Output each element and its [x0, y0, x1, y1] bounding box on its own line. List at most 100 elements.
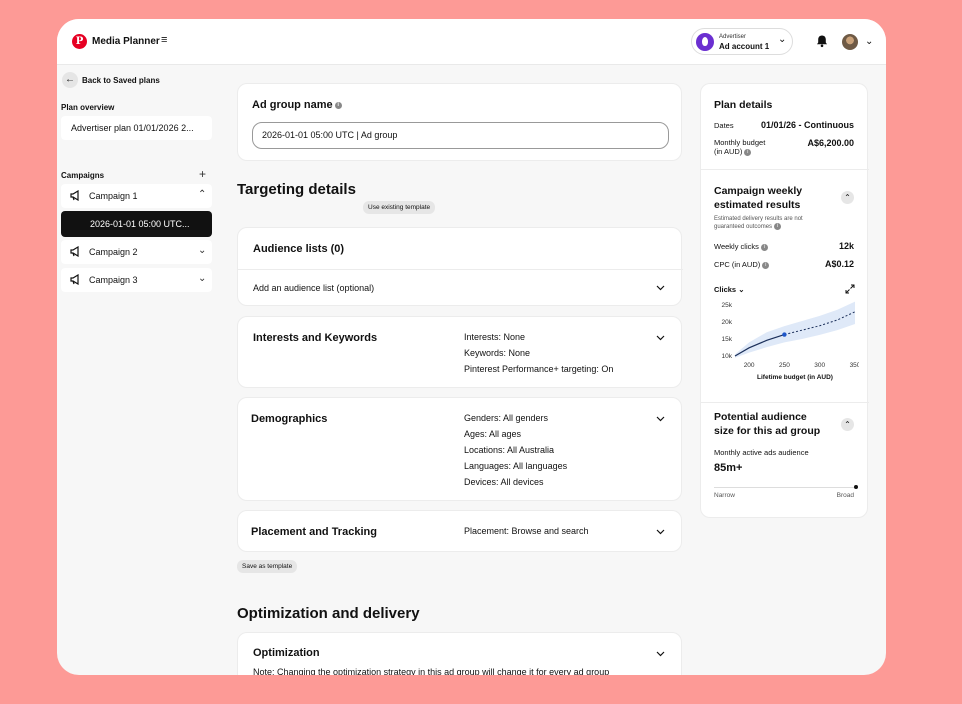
chevron-down-icon[interactable] — [656, 283, 665, 292]
x-tick-label: 250 — [779, 362, 790, 369]
info-icon[interactable]: i — [334, 101, 342, 109]
disclaimer-text: guaranteed outcomes — [714, 224, 773, 231]
audience-size-title: Potential audience size for this ad grou… — [714, 410, 820, 438]
audience-size-title-line-1: Potential audience — [714, 411, 807, 423]
y-tick-label: 25k — [722, 302, 733, 309]
audience-size-meter — [714, 485, 858, 489]
x-axis-label: Lifetime budget (in AUD) — [757, 374, 833, 381]
y-tick-label: 20k — [722, 319, 733, 326]
cpc-text: CPC (in AUD) — [714, 260, 761, 269]
collapse-results-button[interactable]: ⌃ — [841, 191, 854, 204]
chevron-down-icon[interactable] — [656, 649, 665, 658]
ad-group-label: 2026-01-01 05:00 UTC... — [90, 219, 190, 229]
add-audience-list-link[interactable]: Add an audience list (optional) — [253, 283, 375, 293]
chevron-down-icon: ⌄ — [198, 273, 207, 284]
account-switcher[interactable]: Advertiser Ad account 1 ⌄ — [691, 28, 793, 55]
plan-name: Advertiser plan 01/01/2026 2... — [71, 123, 194, 133]
ad-group-name-card: Ad group name i 2026-01-01 05:00 UTC | Ad… — [237, 83, 682, 161]
audience-size-title-line-2: size for this ad group — [714, 425, 821, 437]
languages-line: Languages: All languages — [464, 461, 568, 471]
interests-line: Interests: None — [464, 332, 526, 342]
audience-lists-title: Audience lists (0) — [253, 243, 345, 255]
y-tick-label: 15k — [722, 336, 733, 343]
targeting-details-title: Targeting details — [237, 181, 356, 198]
chevron-down-icon[interactable]: ⌄ — [865, 36, 874, 47]
placement-summary: Placement: Browse and search — [464, 526, 589, 536]
demographics-title: Demographics — [251, 413, 328, 425]
sidebar-item-campaign-2[interactable]: Campaign 2 ⌄ — [61, 240, 212, 264]
info-icon[interactable]: i — [774, 223, 782, 230]
metric-dropdown-label: Clicks — [714, 285, 737, 294]
placement-tracking-card[interactable]: Placement and Tracking Placement: Browse… — [237, 510, 682, 552]
back-to-saved-plans-link[interactable]: Back to Saved plans — [82, 76, 160, 85]
weekly-results-title-line-1: Campaign weekly — [714, 185, 803, 197]
chevron-down-icon[interactable] — [656, 527, 665, 536]
chevron-down-icon[interactable] — [656, 414, 665, 423]
current-budget-point — [782, 332, 787, 337]
weekly-results-title: Campaign weekly estimated results — [714, 184, 802, 212]
divider — [238, 269, 683, 270]
weekly-clicks-label: Weekly clicks i — [714, 242, 768, 251]
sidebar-item-campaign-1[interactable]: Campaign 1 ⌃ — [61, 184, 212, 208]
clicks-line-solid — [734, 334, 785, 357]
demographics-summary: Genders: All genders Ages: All ages Loca… — [464, 410, 567, 490]
pinterest-logo-icon[interactable]: P — [72, 34, 87, 49]
plan-details-panel: Plan details Dates 01/01/26 - Continuous… — [700, 83, 869, 518]
demographics-card[interactable]: Demographics Genders: All genders Ages: … — [237, 397, 682, 501]
menu-icon[interactable]: ≡ — [161, 34, 168, 46]
back-arrow-icon[interactable]: ← — [62, 72, 78, 88]
ad-group-name-input[interactable]: 2026-01-01 05:00 UTC | Ad group — [252, 122, 669, 149]
sidebar-item-ad-group[interactable]: 2026-01-01 05:00 UTC... — [61, 211, 212, 237]
campaign-label: Campaign 3 — [89, 275, 138, 285]
optimization-note: Note: Changing the optimization strategy… — [253, 667, 610, 675]
optimization-card: Optimization Note: Changing the optimiza… — [237, 632, 682, 675]
budget-value: A$6,200.00 — [807, 138, 854, 148]
dates-label: Dates — [714, 121, 734, 130]
x-tick-label: 300 — [814, 362, 825, 369]
locations-line: Locations: All Australia — [464, 445, 555, 455]
save-as-template-button[interactable]: Save as template — [237, 560, 298, 573]
optimization-title: Optimization — [253, 647, 320, 659]
expand-icon[interactable] — [845, 284, 855, 294]
app-window: P Media Planner ≡ Advertiser Ad account … — [57, 19, 886, 675]
disclaimer-line-1: Estimated delivery results are not — [714, 216, 803, 222]
clicks-line-projected — [784, 311, 856, 336]
mau-value: 85m+ — [714, 462, 743, 474]
app-title: Media Planner — [92, 36, 160, 47]
weekly-clicks-text: Weekly clicks — [714, 242, 759, 251]
ad-group-name-label: Ad group name i — [252, 99, 342, 111]
budget-unit-text: (in AUD) — [714, 147, 743, 156]
sidebar-item-campaign-3[interactable]: Campaign 3 ⌄ — [61, 268, 212, 292]
metric-dropdown[interactable]: Clicks ⌄ — [714, 285, 745, 294]
genders-line: Genders: All genders — [464, 413, 549, 423]
use-existing-template-button[interactable]: Use existing template — [363, 201, 436, 214]
info-icon[interactable]: i — [744, 148, 752, 156]
y-tick-label: 10k — [722, 353, 733, 360]
audience-lists-card: Audience lists (0) Add an audience list … — [237, 227, 683, 306]
chevron-down-icon: ⌄ — [738, 285, 745, 294]
weekly-clicks-value: 12k — [838, 241, 854, 251]
chevron-down-icon[interactable] — [656, 333, 665, 342]
plan-overview-item[interactable]: Advertiser plan 01/01/2026 2... — [61, 116, 212, 140]
bell-icon[interactable] — [815, 34, 829, 48]
account-avatar-icon — [696, 33, 714, 51]
top-bar: P Media Planner ≡ Advertiser Ad account … — [57, 19, 886, 65]
divider — [701, 402, 869, 403]
audience-size-indicator — [854, 485, 858, 489]
divider — [701, 169, 869, 170]
placement-tracking-title: Placement and Tracking — [251, 526, 377, 538]
user-avatar[interactable] — [842, 34, 858, 50]
devices-line: Devices: All devices — [464, 477, 544, 487]
broad-label: Broad — [836, 492, 854, 499]
info-icon[interactable]: i — [762, 261, 770, 269]
campaign-label: Campaign 2 — [89, 247, 138, 257]
interests-keywords-card[interactable]: Interests and Keywords Interests: None K… — [237, 316, 682, 388]
info-icon[interactable]: i — [760, 243, 768, 251]
collapse-audience-button[interactable]: ⌃ — [841, 418, 854, 431]
plan-details-title: Plan details — [714, 99, 773, 111]
account-name: Ad account 1 — [719, 42, 770, 51]
account-role: Advertiser — [719, 34, 747, 40]
add-campaign-icon[interactable]: + — [199, 167, 207, 181]
interests-keywords-title: Interests and Keywords — [253, 332, 378, 344]
chevron-down-icon: ⌄ — [778, 34, 787, 45]
